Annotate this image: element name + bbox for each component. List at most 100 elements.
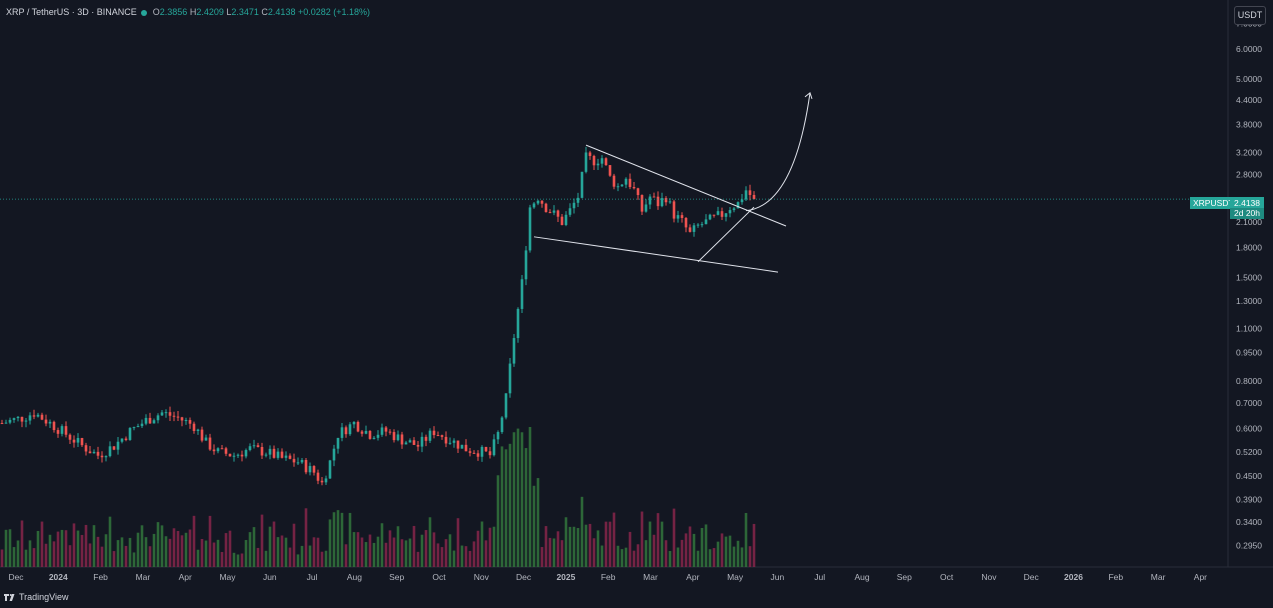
volume-bar bbox=[668, 551, 672, 567]
candle-body bbox=[668, 201, 672, 203]
volume-bar bbox=[432, 532, 436, 567]
symbol-title[interactable]: XRP / TetherUS · 3D · BINANCE bbox=[6, 7, 137, 17]
volume-bar bbox=[636, 544, 640, 567]
candle-body bbox=[304, 459, 308, 473]
y-tick-label: 0.4500 bbox=[1236, 471, 1262, 481]
x-tick-label: Nov bbox=[474, 572, 490, 582]
candle-body bbox=[520, 279, 524, 309]
candle-body bbox=[704, 219, 708, 225]
candle-body bbox=[388, 431, 392, 433]
volume-bar bbox=[532, 485, 536, 567]
candle-body bbox=[68, 434, 72, 440]
volume-bar bbox=[492, 526, 496, 567]
volume-bar bbox=[112, 551, 116, 567]
volume-bar bbox=[272, 521, 276, 567]
volume-bar bbox=[420, 534, 424, 567]
candle-body bbox=[364, 430, 368, 434]
candle-body bbox=[528, 207, 532, 251]
candle-body bbox=[432, 430, 436, 436]
volume-bar bbox=[48, 534, 52, 567]
candle-body bbox=[340, 427, 344, 438]
candle-body bbox=[208, 437, 212, 450]
candle-body bbox=[376, 434, 380, 438]
candle-body bbox=[456, 440, 460, 449]
candle-body bbox=[168, 412, 172, 416]
volume-bar bbox=[364, 542, 368, 567]
x-tick-label: Jul bbox=[814, 572, 825, 582]
volume-bar bbox=[356, 532, 360, 567]
candle-body bbox=[52, 421, 56, 431]
volume-bar bbox=[80, 534, 84, 567]
volume-bar bbox=[0, 549, 4, 567]
x-tick-label: Mar bbox=[1151, 572, 1166, 582]
chart-background bbox=[0, 0, 1273, 588]
candle-body bbox=[712, 214, 716, 216]
y-tick-label: 0.9500 bbox=[1236, 348, 1262, 358]
volume-bar bbox=[520, 432, 524, 567]
volume-bar bbox=[352, 532, 356, 567]
candle-body bbox=[736, 202, 740, 209]
candle-body bbox=[80, 438, 84, 446]
candle-body bbox=[556, 210, 560, 217]
volume-bar bbox=[144, 537, 148, 567]
volume-bar bbox=[168, 538, 172, 567]
volume-bar bbox=[124, 545, 128, 567]
volume-bar bbox=[36, 530, 40, 567]
volume-bar bbox=[200, 538, 204, 567]
volume-bar bbox=[708, 549, 712, 567]
volume-bar bbox=[556, 531, 560, 567]
candle-body bbox=[548, 212, 552, 214]
candle-body bbox=[644, 204, 648, 212]
volume-bar bbox=[140, 525, 144, 567]
candle-body bbox=[512, 338, 516, 364]
volume-bar bbox=[496, 475, 500, 567]
candle-body bbox=[492, 439, 496, 456]
volume-bar bbox=[720, 533, 724, 567]
candle-body bbox=[292, 458, 296, 463]
candle-body bbox=[72, 439, 76, 443]
volume-bar bbox=[316, 537, 320, 567]
candle-body bbox=[536, 200, 540, 204]
x-tick-label: Apr bbox=[686, 572, 699, 582]
change-value: +0.0282 (+1.18%) bbox=[297, 7, 371, 17]
y-tick-label: 2.8000 bbox=[1236, 170, 1262, 180]
symbol-price-tag: XRPUSDT bbox=[1190, 197, 1237, 209]
volume-bar bbox=[324, 550, 328, 567]
volume-bar bbox=[436, 543, 440, 567]
y-tick-label: 0.5200 bbox=[1236, 447, 1262, 457]
candle-body bbox=[48, 421, 52, 424]
close-label: C bbox=[261, 7, 268, 17]
candle-body bbox=[368, 430, 372, 439]
volume-bar bbox=[592, 538, 596, 567]
currency-unit-button[interactable]: USDT bbox=[1234, 6, 1266, 25]
volume-bar bbox=[620, 549, 624, 567]
volume-bar bbox=[296, 554, 300, 567]
volume-bar bbox=[192, 515, 196, 567]
y-tick-label: 3.2000 bbox=[1236, 148, 1262, 158]
candle-body bbox=[244, 450, 248, 457]
price-chart[interactable]: 7.00006.00005.00004.40003.80003.20002.80… bbox=[0, 0, 1273, 588]
volume-bar bbox=[448, 534, 452, 567]
x-tick-label: 2025 bbox=[556, 572, 575, 582]
volume-bar bbox=[444, 539, 448, 567]
candle-body bbox=[172, 415, 176, 417]
footer-bar: TradingView bbox=[0, 588, 1273, 608]
candle-body bbox=[592, 155, 596, 166]
candle-body bbox=[684, 217, 688, 228]
candle-body bbox=[288, 455, 292, 459]
candle-body bbox=[744, 190, 748, 200]
volume-bar bbox=[276, 537, 280, 567]
candle-body bbox=[144, 417, 148, 424]
volume-bar bbox=[576, 528, 580, 567]
candle-body bbox=[132, 427, 136, 429]
candle-body bbox=[176, 416, 180, 418]
tradingview-brand[interactable]: TradingView bbox=[4, 592, 69, 602]
volume-bar bbox=[640, 511, 644, 567]
x-tick-label: May bbox=[727, 572, 744, 582]
candle-body bbox=[352, 421, 356, 425]
volume-bar bbox=[524, 448, 528, 567]
candle-body bbox=[412, 440, 416, 445]
volume-bar bbox=[408, 538, 412, 567]
volume-bar bbox=[8, 529, 12, 567]
